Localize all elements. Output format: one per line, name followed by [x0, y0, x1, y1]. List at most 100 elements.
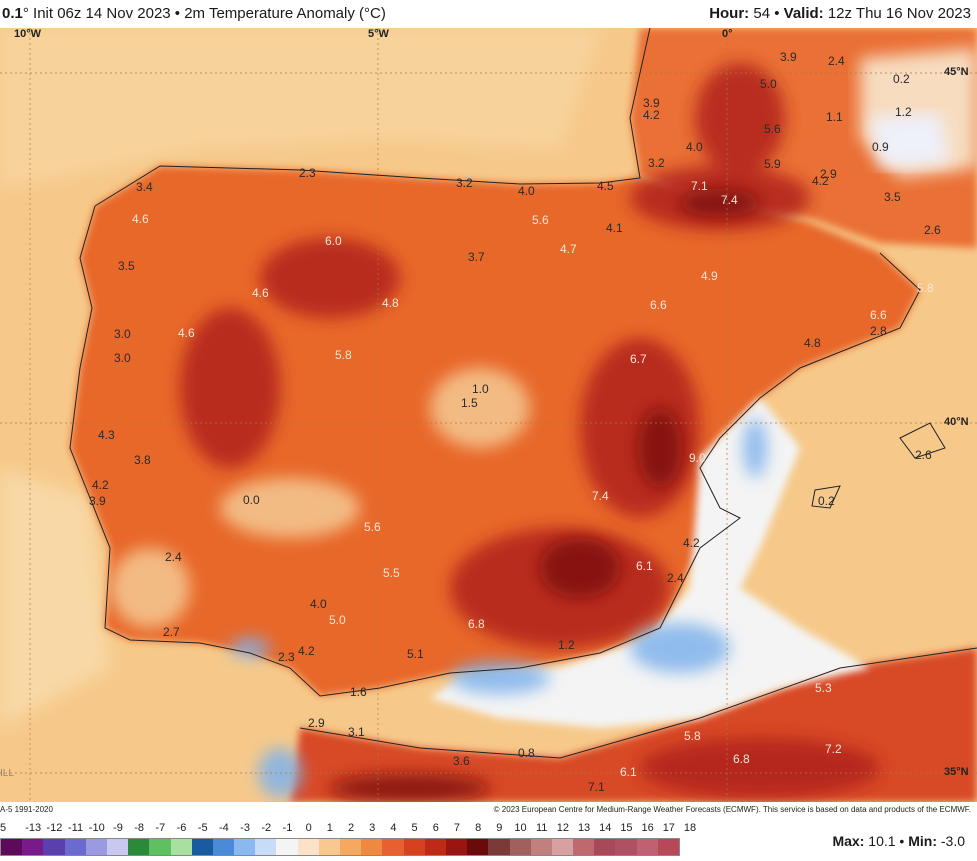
value-label: 3.7	[468, 250, 485, 264]
legend-tick: 5	[0, 822, 7, 834]
colorbar-segment	[551, 839, 574, 855]
colorbar-segment	[403, 839, 425, 855]
colorbar-segment	[128, 839, 150, 855]
legend-tick: -11	[68, 822, 84, 834]
value-label: 3.4	[136, 180, 153, 194]
legend-tick: -8	[134, 822, 145, 834]
value-label: 3.2	[648, 156, 665, 170]
legend-tick: 8	[475, 822, 482, 834]
value-label: 2.6	[915, 448, 932, 462]
value-label: 7.2	[825, 742, 842, 756]
colorbar-segment	[1, 839, 23, 855]
value-label: 3.8	[134, 453, 151, 467]
value-label: 2.9	[308, 716, 325, 730]
value-label: 5.6	[764, 122, 781, 136]
value-label: 4.2	[812, 174, 829, 188]
value-label: 4.2	[683, 536, 700, 550]
legend-tick: 9	[496, 822, 503, 834]
value-label: 3.0	[114, 351, 131, 365]
legend-tick: 10	[514, 822, 527, 834]
value-label: 0.2	[893, 72, 910, 86]
legend-tick: 11	[535, 822, 548, 834]
legend-tick: 17	[662, 822, 675, 834]
value-label: 5.8	[335, 348, 352, 362]
legend-tick: -1	[282, 822, 293, 834]
value-label: 0.2	[818, 494, 835, 508]
min-value: -3.0	[940, 833, 965, 849]
legend-tick: 7	[453, 822, 460, 834]
value-label: 4.8	[804, 336, 821, 350]
colorbar-segment	[297, 839, 319, 855]
value-label: 4.0	[686, 140, 703, 154]
value-label: 4.3	[98, 428, 115, 442]
valid-time: 12z Thu 16 Nov 2023	[827, 5, 971, 22]
colorbar-segment	[85, 839, 107, 855]
value-label: 5.3	[815, 681, 832, 695]
value-label: 5.1	[407, 647, 424, 661]
value-label: 1.2	[895, 105, 912, 119]
legend-tick: -13	[25, 822, 42, 834]
colorbar-segment	[149, 839, 171, 855]
header-right: Hour: 54 • Valid: 12z Thu 16 Nov 2023	[709, 5, 971, 22]
colorbar-segment	[361, 839, 383, 855]
colorbar-segment	[488, 839, 510, 855]
max-value: 10.1	[868, 833, 896, 849]
value-label: 6.8	[468, 617, 485, 631]
value-label: 1.6	[350, 685, 367, 699]
legend-tick: -4	[218, 822, 229, 834]
legend-tick: -9	[113, 822, 123, 834]
colorbar-segment	[318, 839, 340, 855]
value-label: 3.5	[884, 190, 901, 204]
colorbar-segment	[424, 839, 446, 855]
max-label: Max:	[832, 833, 865, 849]
value-label: 4.0	[310, 597, 327, 611]
lat-label-45n: 45°N	[944, 66, 969, 78]
value-label: 2.8	[870, 324, 887, 338]
climatology-reference: A-5 1991-2020	[0, 805, 53, 814]
anomaly-map: 10°W 5°W 0° 45°N 40°N 35°N 3.9 2.4 0.2 5…	[0, 28, 977, 802]
map-field	[0, 28, 977, 802]
value-label: 4.5	[597, 179, 614, 193]
value-label: 4.6	[132, 212, 149, 226]
variable-title: 2m Temperature Anomaly (°C)	[184, 5, 386, 22]
value-label: 6.1	[636, 559, 653, 573]
value-label: 9.0	[689, 451, 706, 465]
colorbar	[0, 838, 680, 856]
legend-tick: -5	[197, 822, 208, 834]
legend-tick: 1	[326, 822, 333, 834]
hour-label: Hour:	[709, 5, 750, 22]
legend-tick: -7	[155, 822, 166, 834]
legend-tick: 15	[620, 822, 633, 834]
legend-tick: 16	[641, 822, 654, 834]
colorbar-segment	[530, 839, 552, 855]
legend-tick: 13	[577, 822, 591, 834]
value-label: 3.0	[114, 327, 131, 341]
value-label: 0.8	[518, 746, 535, 760]
value-label: 2.4	[828, 54, 845, 68]
legend-tick: 6	[432, 822, 439, 834]
value-label: 6.1	[620, 765, 637, 779]
value-label: 6.6	[650, 298, 667, 312]
grid-resolution: 0.1	[2, 5, 23, 22]
value-label: 5.6	[364, 520, 381, 534]
value-label: 3.2	[456, 176, 473, 190]
forecast-hour: 54	[753, 5, 771, 22]
value-label: 4.2	[643, 108, 660, 122]
value-label: 4.0	[518, 184, 535, 198]
credit-bar: A-5 1991-2020 © 2023 European Centre for…	[0, 802, 977, 818]
value-label: 5.8	[917, 281, 934, 295]
lon-label-5w: 5°W	[368, 28, 389, 40]
colorbar-segment	[657, 839, 679, 855]
colorbar-segment	[170, 839, 192, 855]
value-label: 2.6	[924, 223, 941, 237]
value-label: 6.8	[733, 752, 750, 766]
value-label: 2.9	[820, 167, 837, 181]
value-label: 3.9	[643, 96, 660, 110]
ecmwf-credit: © 2023 European Centre for Medium-Range …	[493, 805, 971, 814]
colorbar-segment	[255, 839, 277, 855]
value-label: 1.5	[461, 396, 478, 410]
value-label: 5.0	[329, 613, 346, 627]
colorbar-segment	[573, 839, 595, 855]
value-label: 1.2	[558, 638, 575, 652]
value-label: 2.7	[163, 625, 180, 639]
